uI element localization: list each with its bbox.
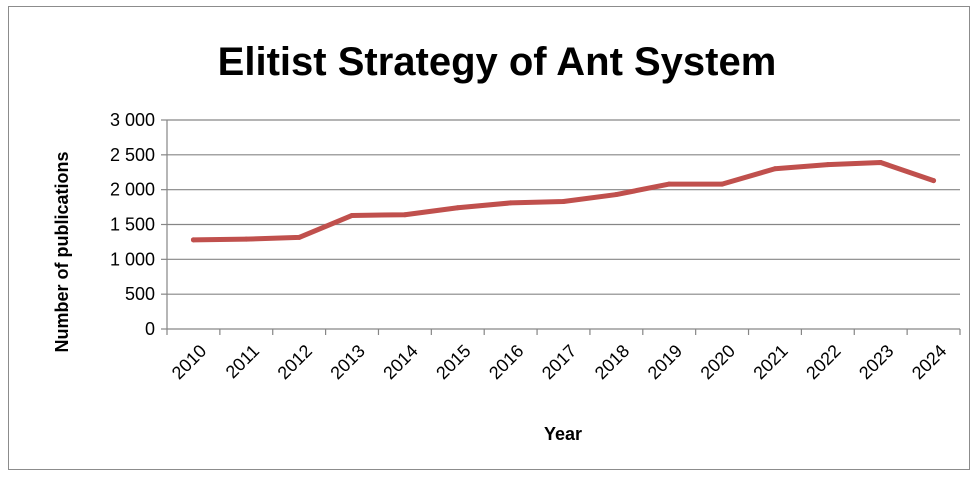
- data-point: [772, 166, 778, 172]
- x-tick-label: 2016: [485, 341, 527, 383]
- x-tick-label: 2023: [855, 341, 897, 383]
- y-tick-label: 2 500: [110, 145, 155, 165]
- y-tick-label: 2 000: [110, 180, 155, 200]
- y-tick-label: 1 500: [110, 215, 155, 235]
- data-point: [931, 178, 937, 184]
- x-tick-label: 2022: [802, 341, 844, 383]
- x-tick-label: 2024: [908, 341, 950, 383]
- y-tick-label: 3 000: [110, 110, 155, 130]
- data-point: [296, 234, 302, 240]
- x-tick-label: 2017: [538, 341, 580, 383]
- data-point: [825, 162, 831, 168]
- data-point: [878, 159, 884, 165]
- x-tick-labels: 2010 2011 2012 2013 2014 2015 2016 2017 2018 2019…: [168, 341, 951, 383]
- data-point: [455, 205, 461, 211]
- x-tick-label: 2013: [326, 341, 368, 383]
- x-tick-label: 2018: [591, 341, 633, 383]
- data-point: [402, 212, 408, 218]
- chart-frame: [8, 6, 970, 470]
- x-tick-label: 2010: [168, 341, 210, 383]
- x-tick-label: 2011: [222, 341, 264, 383]
- x-tick-label: 2020: [697, 341, 739, 383]
- x-tick-label: 2019: [644, 341, 686, 383]
- data-point: [349, 212, 355, 218]
- axes: [161, 119, 961, 335]
- y-tick-label: 1 000: [110, 249, 155, 269]
- data-point: [190, 237, 196, 243]
- x-tick-label: 2021: [749, 341, 791, 383]
- y-tick-label: 0: [145, 319, 155, 339]
- x-tick-label: 2012: [274, 341, 316, 383]
- data-point: [243, 236, 249, 242]
- y-axis-title: Number of publications: [52, 151, 72, 352]
- data-point: [719, 181, 725, 187]
- data-point: [508, 200, 514, 206]
- data-point: [666, 181, 672, 187]
- series-lines: [190, 159, 937, 243]
- y-tick-labels: 0 500 1 000 1 500 2 000 2 500 3 000: [110, 110, 155, 339]
- data-point: [613, 192, 619, 198]
- y-tick-label: 500: [125, 284, 155, 304]
- x-axis-title: Year: [544, 424, 582, 444]
- x-tick-label: 2015: [432, 341, 474, 383]
- gridlines: [167, 119, 960, 295]
- chart-title: Elitist Strategy of Ant System: [218, 40, 777, 84]
- data-point: [561, 199, 566, 205]
- x-tick-label: 2014: [379, 341, 421, 383]
